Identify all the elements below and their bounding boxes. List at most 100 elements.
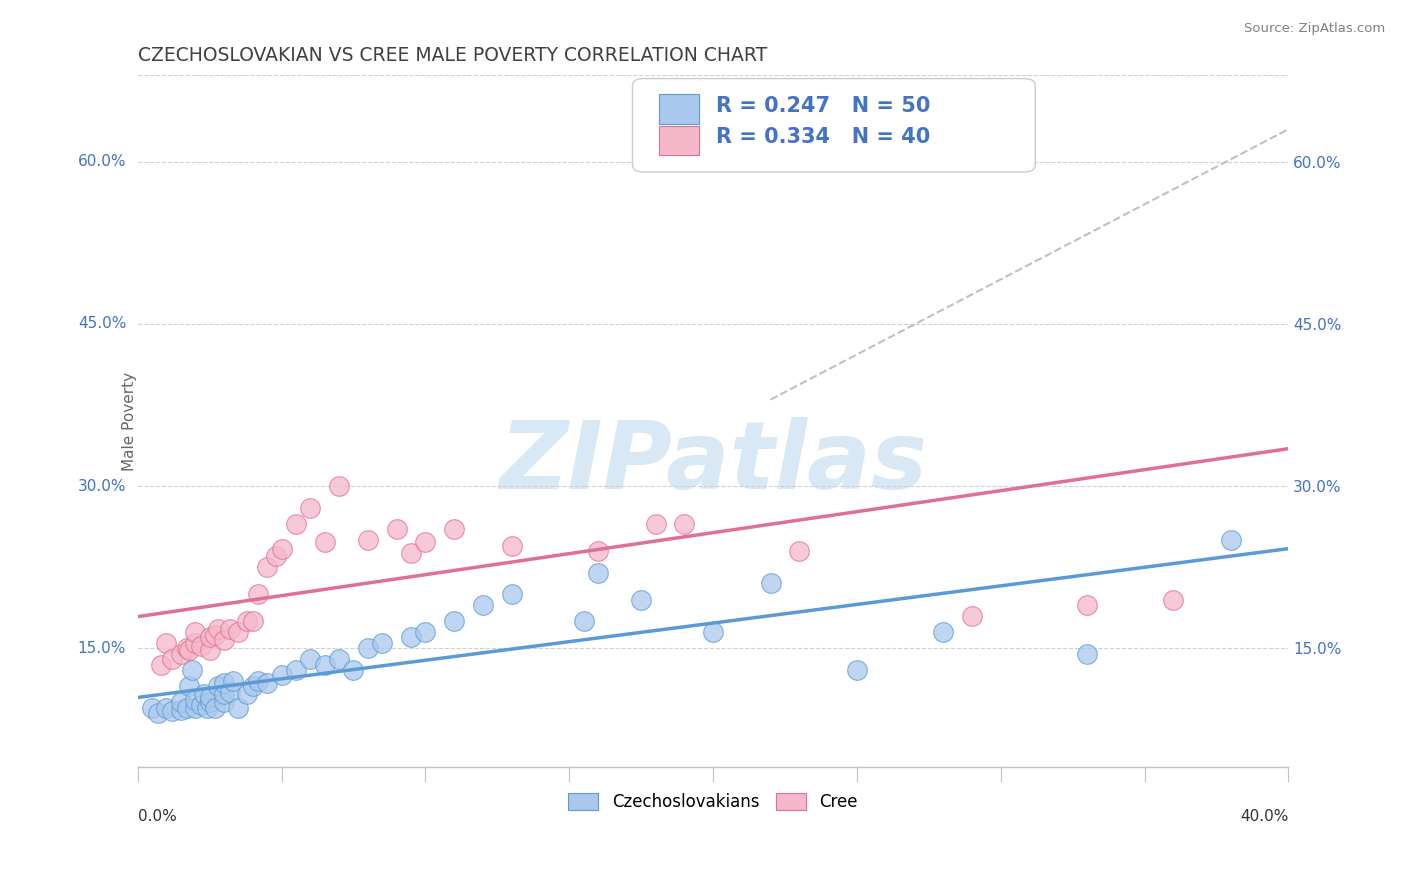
Point xyxy=(198,690,221,704)
Point xyxy=(443,614,465,628)
Point xyxy=(176,700,198,714)
FancyBboxPatch shape xyxy=(659,126,699,154)
Point xyxy=(207,679,229,693)
Point xyxy=(501,539,523,553)
Point xyxy=(1076,647,1098,661)
Point xyxy=(218,622,240,636)
Point xyxy=(179,679,201,693)
Text: Source: ZipAtlas.com: Source: ZipAtlas.com xyxy=(1244,22,1385,36)
Point xyxy=(195,700,218,714)
Point xyxy=(789,544,811,558)
Point xyxy=(256,560,278,574)
Point xyxy=(644,516,666,531)
Point xyxy=(299,500,322,515)
Point xyxy=(212,695,235,709)
Point xyxy=(155,636,177,650)
Point xyxy=(399,631,422,645)
Point xyxy=(630,592,652,607)
Point xyxy=(328,479,350,493)
Point xyxy=(471,598,494,612)
Point xyxy=(141,700,163,714)
Point xyxy=(1076,598,1098,612)
Point xyxy=(236,687,259,701)
Point xyxy=(586,544,609,558)
Point xyxy=(198,631,221,645)
Point xyxy=(155,700,177,714)
Point xyxy=(184,636,207,650)
Point xyxy=(160,704,183,718)
Point xyxy=(328,652,350,666)
Point xyxy=(415,625,437,640)
Point xyxy=(242,614,264,628)
Point xyxy=(170,647,193,661)
Text: 15.0%: 15.0% xyxy=(77,640,127,656)
Text: 30.0%: 30.0% xyxy=(77,479,127,493)
Text: 60.0%: 60.0% xyxy=(77,154,127,169)
Point xyxy=(270,668,292,682)
Point xyxy=(149,657,172,672)
Point xyxy=(181,663,204,677)
Point xyxy=(160,652,183,666)
Point xyxy=(264,549,287,564)
Point xyxy=(221,673,243,688)
Point xyxy=(190,639,212,653)
Point xyxy=(299,652,322,666)
Point xyxy=(179,643,201,657)
Text: ZIPatlas: ZIPatlas xyxy=(499,417,927,508)
Point xyxy=(443,522,465,536)
Point xyxy=(385,522,408,536)
Point xyxy=(357,641,380,656)
Point xyxy=(284,663,307,677)
Point xyxy=(184,700,207,714)
Point xyxy=(1163,592,1185,607)
Point xyxy=(586,566,609,580)
Point xyxy=(415,535,437,549)
Point xyxy=(212,676,235,690)
FancyBboxPatch shape xyxy=(659,95,699,124)
Point xyxy=(1219,533,1241,548)
Point xyxy=(960,608,983,623)
Point xyxy=(342,663,364,677)
Point xyxy=(284,516,307,531)
Point xyxy=(204,700,226,714)
Point xyxy=(371,636,394,650)
Point xyxy=(176,641,198,656)
Point xyxy=(228,700,250,714)
Point xyxy=(759,576,782,591)
Text: R = 0.334   N = 40: R = 0.334 N = 40 xyxy=(717,128,931,147)
Point xyxy=(212,687,235,701)
Point xyxy=(170,703,193,717)
Point xyxy=(198,695,221,709)
Point xyxy=(256,676,278,690)
Point xyxy=(184,693,207,707)
Point xyxy=(501,587,523,601)
Point xyxy=(314,535,336,549)
Point xyxy=(572,614,595,628)
Point xyxy=(218,684,240,698)
Point xyxy=(314,657,336,672)
Legend: Czechoslovakians, Cree: Czechoslovakians, Cree xyxy=(562,786,865,818)
Point xyxy=(190,698,212,712)
Point xyxy=(270,541,292,556)
Point xyxy=(236,614,259,628)
Point xyxy=(845,663,868,677)
Text: 45.0%: 45.0% xyxy=(77,317,127,331)
Point xyxy=(184,625,207,640)
Text: 0.0%: 0.0% xyxy=(138,809,176,824)
Point xyxy=(399,546,422,560)
Point xyxy=(673,516,696,531)
Point xyxy=(198,643,221,657)
Point xyxy=(702,625,724,640)
Y-axis label: Male Poverty: Male Poverty xyxy=(122,372,136,471)
Point xyxy=(207,622,229,636)
FancyBboxPatch shape xyxy=(633,78,1035,172)
Text: 40.0%: 40.0% xyxy=(1240,809,1288,824)
Point xyxy=(357,533,380,548)
Point xyxy=(228,625,250,640)
Point xyxy=(242,679,264,693)
Point xyxy=(247,587,270,601)
Point xyxy=(146,706,169,721)
Text: R = 0.247   N = 50: R = 0.247 N = 50 xyxy=(717,96,931,116)
Point xyxy=(875,133,897,147)
Point xyxy=(170,695,193,709)
